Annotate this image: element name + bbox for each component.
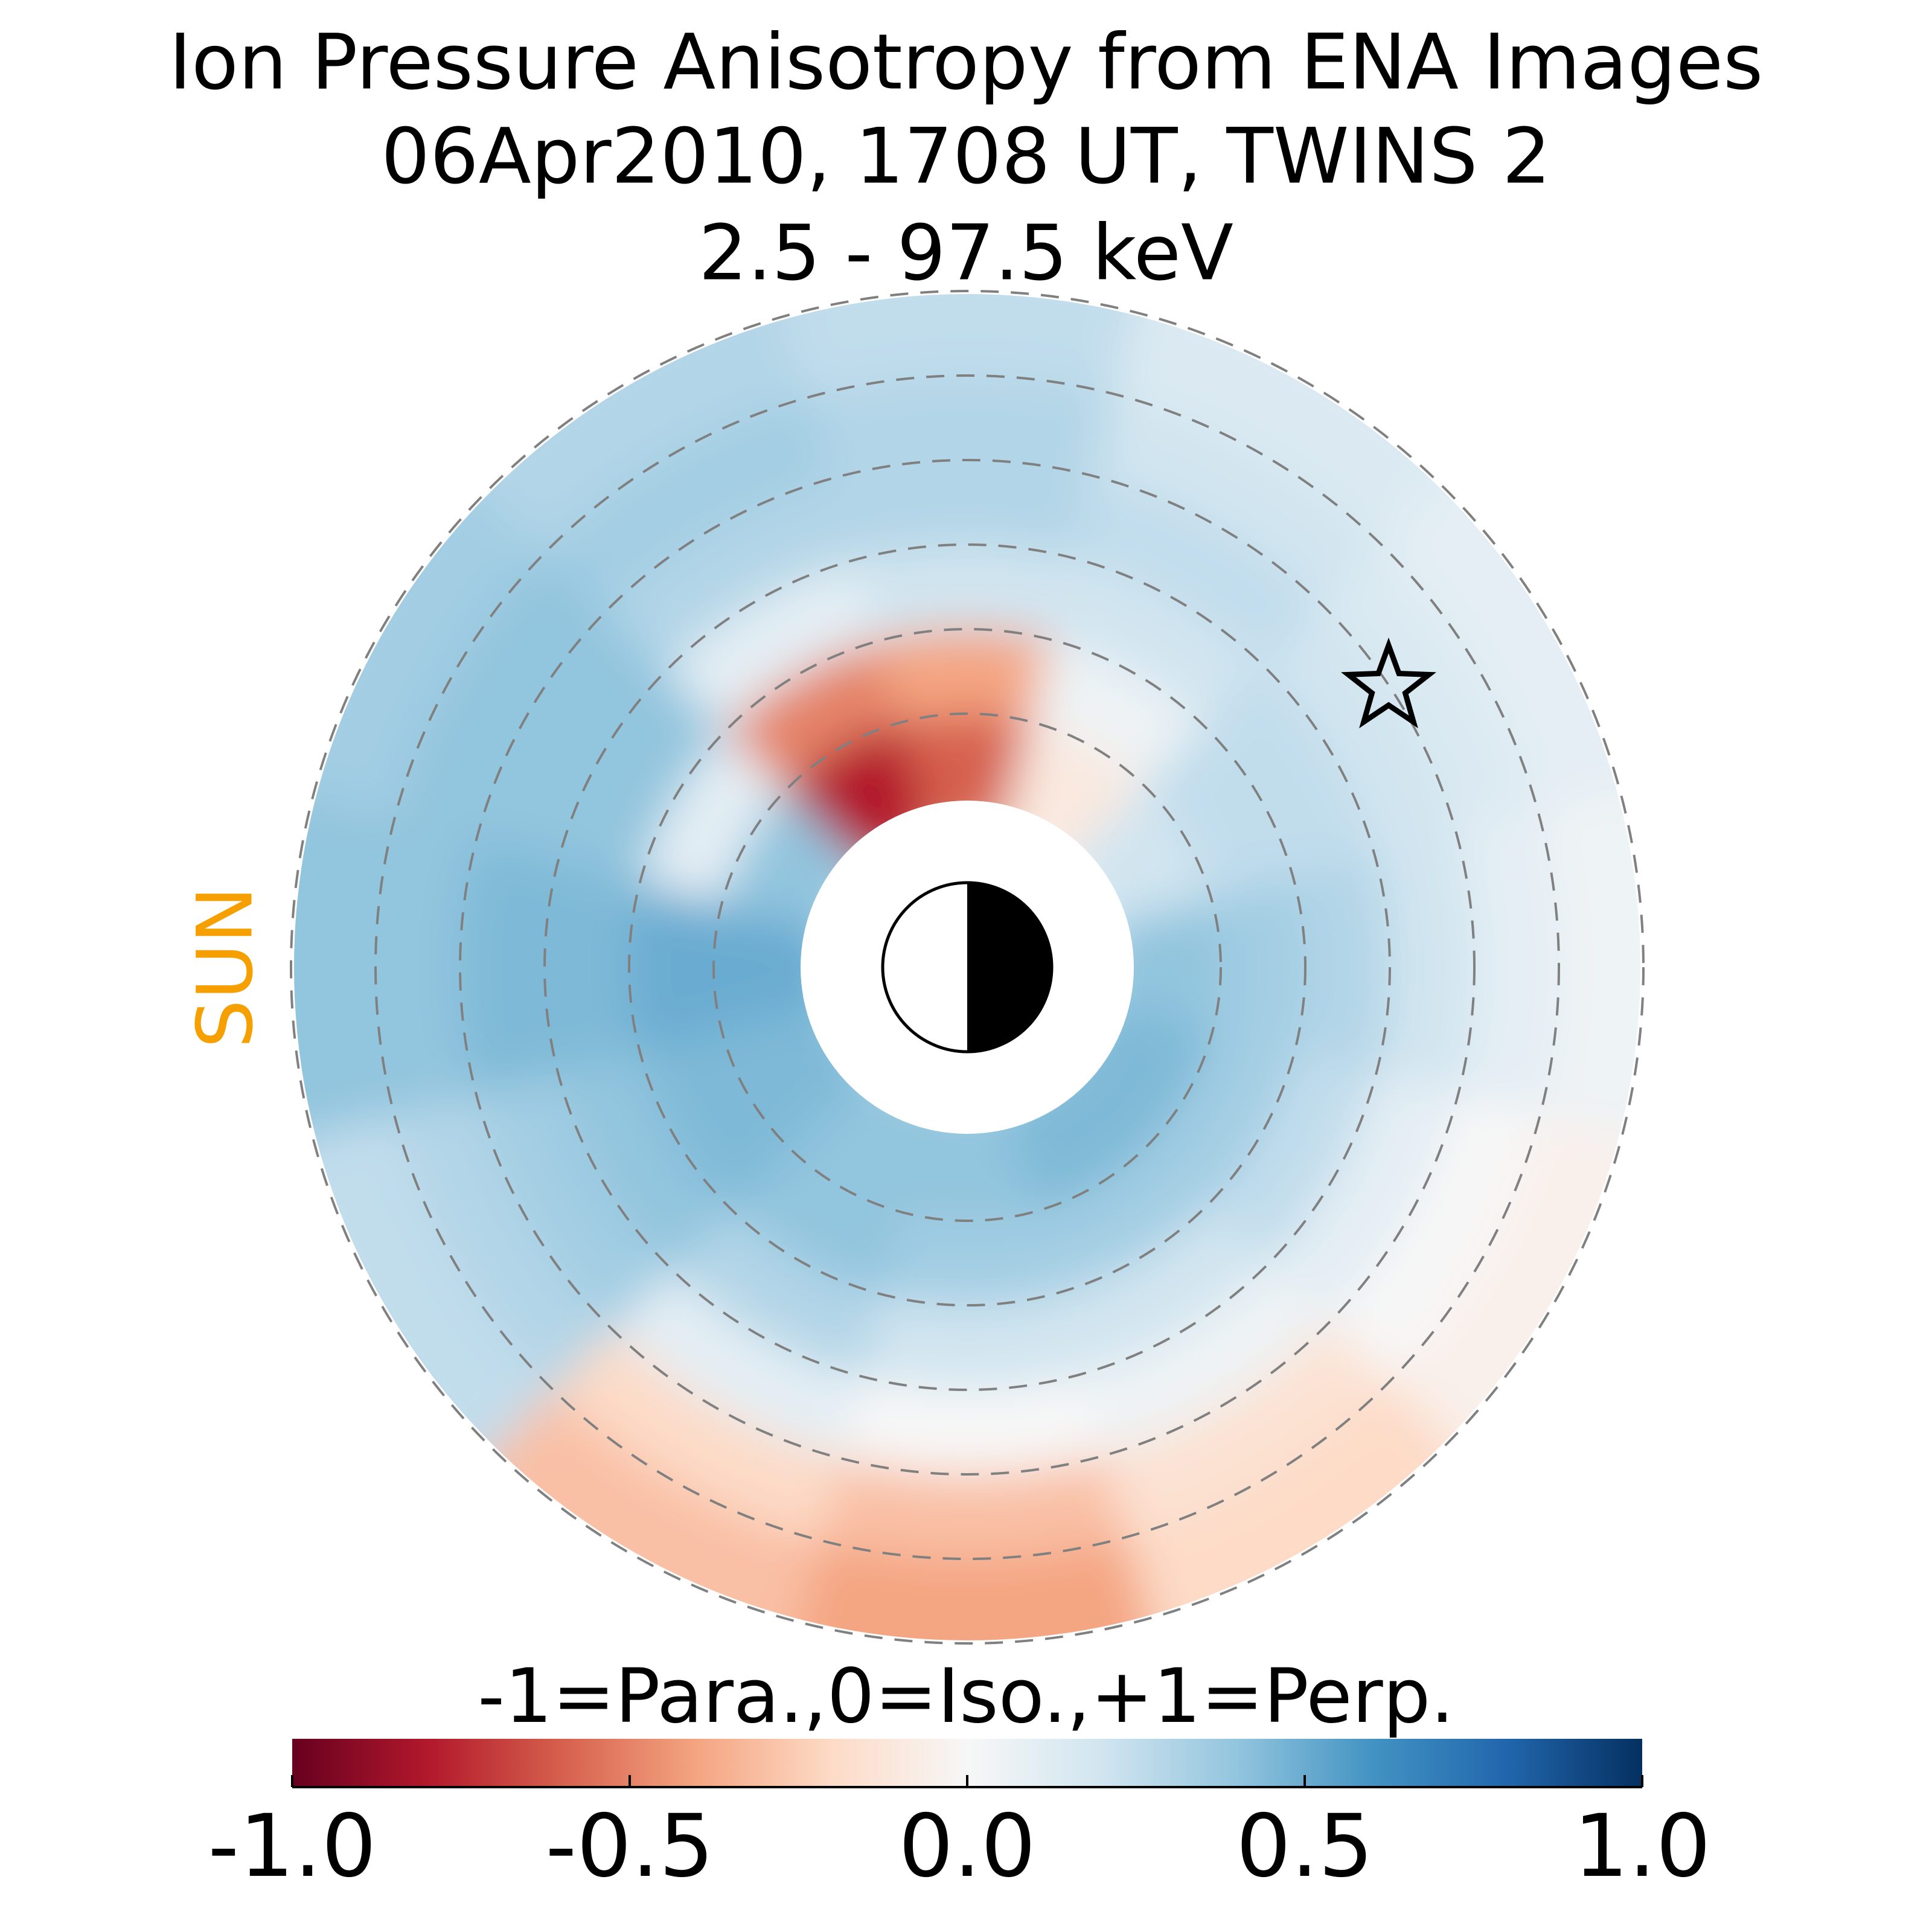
heat-cell	[772, 294, 1163, 398]
colorbar-label: -1=Para.,0=Iso.,+1=Perp.	[478, 1653, 1454, 1740]
l-shell-ring	[712, 712, 1222, 1222]
title-line: Ion Pressure Anisotropy from ENA Images	[169, 18, 1764, 107]
heat-cell	[1292, 852, 1390, 1082]
colorbar-tick-label: 0.5	[1236, 1796, 1373, 1896]
l-shells	[290, 290, 1645, 1645]
heat-cell	[1536, 772, 1640, 1163]
colorbar-tick-label: -0.5	[545, 1796, 714, 1896]
earth-night	[967, 883, 1052, 1052]
heat-cell	[1211, 875, 1306, 1059]
heat-cell	[629, 875, 724, 1059]
l-shell-ring	[290, 290, 1645, 1645]
heat-cell	[852, 543, 1082, 642]
heat-cell	[875, 629, 1059, 724]
l-shell-ring	[543, 543, 1391, 1391]
heat-cell	[830, 459, 1104, 561]
colorbar-ticks: -1.0 -0.5 0.0 0.5 1.0	[208, 1775, 1711, 1896]
colorbar-tick-label: 1.0	[1573, 1796, 1710, 1896]
colorbar-tick-label: -1.0	[208, 1796, 376, 1896]
sun-label: SUN	[181, 886, 270, 1049]
heat-cell	[830, 1374, 1104, 1475]
heat-cell	[294, 772, 398, 1163]
heat-cell	[875, 1211, 1059, 1306]
title-line: 2.5 - 97.5 keV	[699, 208, 1233, 298]
l-shell-ring	[374, 374, 1560, 1560]
satellite-marker	[1340, 637, 1437, 729]
heat-cell	[543, 852, 642, 1082]
l-shell-ring	[459, 459, 1476, 1476]
title-line: 06Apr2010, 1708 UT, TWINS 2	[381, 112, 1551, 201]
heat-cell	[852, 1292, 1082, 1390]
heat-cell	[459, 830, 561, 1104]
l-shell-ring	[628, 628, 1307, 1307]
colorbar-tick-label: 0.0	[898, 1796, 1035, 1896]
